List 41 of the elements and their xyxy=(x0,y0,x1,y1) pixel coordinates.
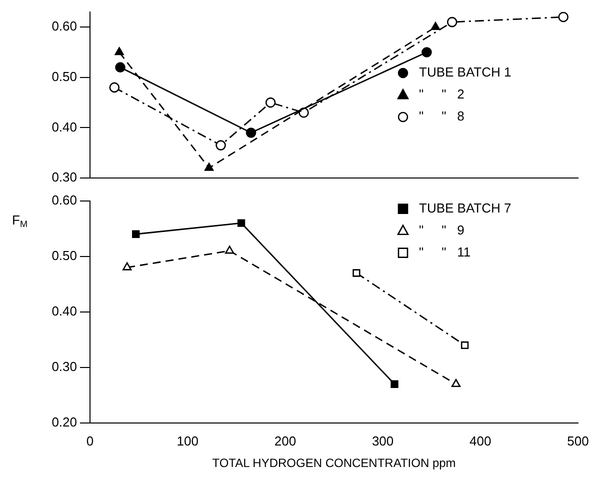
x-tick-label: 300 xyxy=(372,433,394,448)
legend-label: TUBE BATCH 7 xyxy=(419,200,512,216)
point xyxy=(446,16,458,28)
y-tick-label: 0.60 xyxy=(52,192,77,208)
x-axis-title: TOTAL HYDROGEN CONCENTRATION ppm xyxy=(212,456,456,470)
point xyxy=(225,246,234,254)
y-tick-label: 0.30 xyxy=(52,170,77,185)
point xyxy=(132,230,140,238)
point xyxy=(430,22,440,30)
legend-label: " " 8 xyxy=(419,108,464,124)
y-tick-label: 0.50 xyxy=(52,248,77,263)
x-tick-label: 400 xyxy=(470,433,492,448)
legend-label: TUBE BATCH 1 xyxy=(419,64,512,80)
legend-label: " " 2 xyxy=(419,86,464,102)
y-tick-label: 0.40 xyxy=(52,119,77,134)
point xyxy=(422,47,432,58)
y-tick-label: 0.20 xyxy=(52,414,77,430)
point xyxy=(265,97,276,108)
point xyxy=(109,82,120,93)
x-tick-label: 500 xyxy=(567,433,589,448)
x-tick-label: 200 xyxy=(274,433,296,448)
point xyxy=(451,378,461,388)
point xyxy=(558,12,569,22)
x-tick-label: 0 xyxy=(86,433,94,448)
legend-label: " " 11 xyxy=(419,244,471,260)
point xyxy=(114,47,124,56)
point xyxy=(352,269,360,277)
x-tick-label: 100 xyxy=(176,433,198,448)
point xyxy=(204,162,214,171)
y-tick-label: 0.30 xyxy=(52,359,77,374)
point xyxy=(115,62,126,72)
legend-label: " " 9 xyxy=(419,222,464,238)
point xyxy=(237,219,246,227)
y-tick-label: 0.60 xyxy=(52,18,77,34)
point xyxy=(390,380,398,388)
y-tick-label: 0.50 xyxy=(52,68,77,84)
point xyxy=(460,341,469,350)
y-tick-label: 0.40 xyxy=(52,303,77,318)
point xyxy=(216,140,226,150)
point xyxy=(246,128,256,138)
point xyxy=(122,262,132,270)
